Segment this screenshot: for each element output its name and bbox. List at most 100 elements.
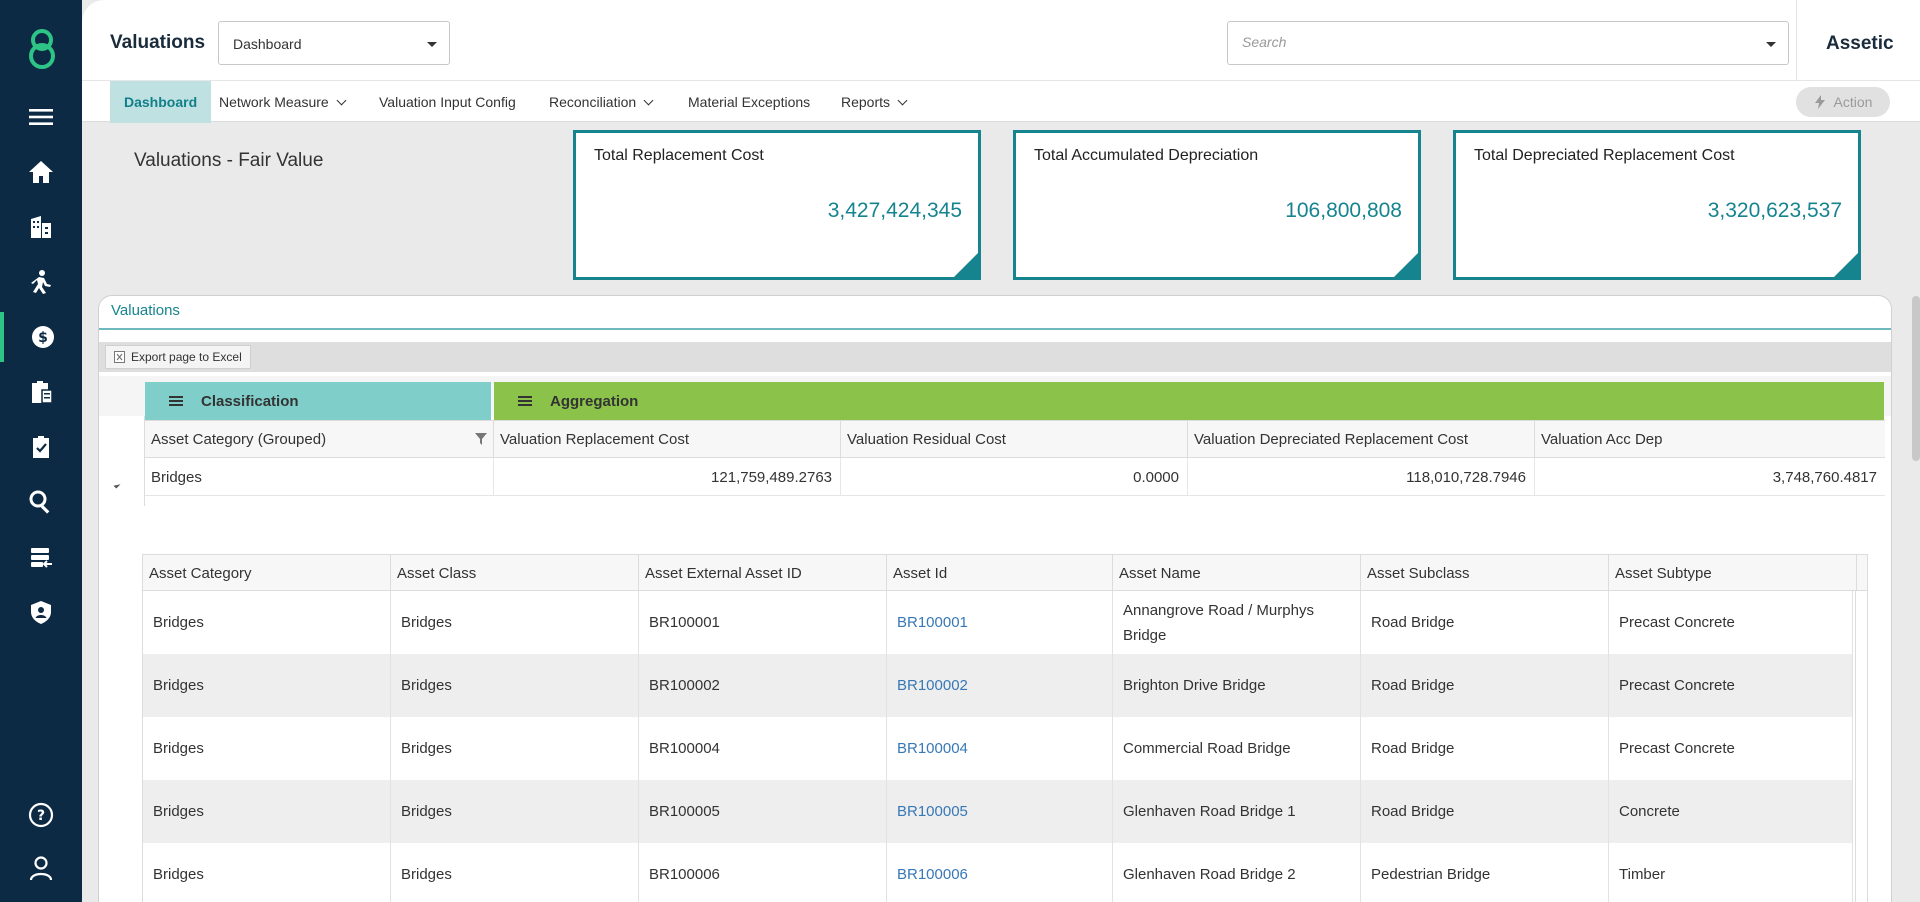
column-label: Valuation Replacement Cost <box>500 430 689 448</box>
checklist-icon[interactable] <box>0 422 82 472</box>
corner-triangle-icon <box>1834 253 1858 277</box>
col-asset-name[interactable]: Asset Name <box>1113 555 1361 591</box>
cell-asset-subtype: Precast Concrete <box>1609 654 1853 717</box>
valuation-icon[interactable]: $ <box>0 312 82 362</box>
classification-label: Classification <box>201 392 299 410</box>
page-scrollbar[interactable] <box>1912 296 1920 461</box>
nav-valuation-input-config-label: Valuation Input Config <box>379 94 516 110</box>
column-label: Valuation Depreciated Replacement Cost <box>1194 430 1469 448</box>
action-button[interactable]: Action <box>1796 87 1890 117</box>
svg-text:?: ? <box>37 808 45 824</box>
logo-icon[interactable] <box>22 26 62 70</box>
menu-icon[interactable] <box>0 92 82 142</box>
nav-valuation-input-config[interactable]: Valuation Input Config <box>379 81 516 123</box>
hamburger-icon[interactable] <box>169 396 183 406</box>
agg-cell-depreciated-replacement-cost: 118,010,728.7946 <box>1188 458 1535 496</box>
col-asset-id[interactable]: Asset Id <box>887 555 1113 591</box>
table-row[interactable]: Bridges Bridges BR100006 BR100006 Glenha… <box>143 843 1853 902</box>
cell-asset-category: Bridges <box>143 843 391 902</box>
import-icon[interactable] <box>0 532 82 582</box>
nav-material-exceptions[interactable]: Material Exceptions <box>688 81 810 123</box>
cell-asset-subtype: Precast Concrete <box>1609 591 1853 654</box>
clipboard-icon[interactable] <box>0 367 82 417</box>
classification-group-header[interactable]: Classification <box>145 382 491 420</box>
col-asset-subtype[interactable]: Asset Subtype <box>1609 555 1857 591</box>
agg-cell-category: Bridges <box>145 458 494 496</box>
col-asset-external-id[interactable]: Asset External Asset ID <box>639 555 887 591</box>
grid-expander-column <box>99 376 145 506</box>
chevron-down-icon <box>897 95 908 105</box>
nav-reports[interactable]: Reports <box>841 81 908 123</box>
cell-asset-class: Bridges <box>391 717 639 780</box>
agg-cell-acc-dep: 3,748,760.4817 <box>1772 468 1877 486</box>
asset-id-link[interactable]: BR100004 <box>887 717 1113 780</box>
col-asset-class[interactable]: Asset Class <box>391 555 639 591</box>
dashboard-select[interactable]: Dashboard <box>218 21 450 65</box>
asset-id-link[interactable]: BR100002 <box>887 654 1113 717</box>
user-icon[interactable] <box>0 843 82 893</box>
export-excel-button[interactable]: Export page to Excel <box>105 345 251 369</box>
kpi-value: 3,427,424,345 <box>827 199 962 222</box>
table-row[interactable]: Bridges Bridges BR100002 BR100002 Bright… <box>143 654 1853 717</box>
caret-down-icon[interactable] <box>1766 42 1776 47</box>
main-content: Valuations Dashboard Assetic Dashboard N… <box>82 0 1920 902</box>
table-row[interactable]: Bridges Bridges BR100005 BR100005 Glenha… <box>143 780 1853 843</box>
kpi-value: 3,320,623,537 <box>1707 199 1842 222</box>
aggregation-label: Aggregation <box>550 392 639 410</box>
table-row[interactable]: Bridges Bridges BR100004 BR100004 Commer… <box>143 717 1853 780</box>
table-row[interactable]: Bridges Bridges BR100001 BR100001 Annang… <box>143 591 1853 654</box>
shield-user-icon[interactable] <box>0 587 82 637</box>
search-box[interactable] <box>1227 21 1789 65</box>
aggregation-group-header[interactable]: Aggregation <box>494 382 1884 420</box>
worker-icon[interactable] <box>0 257 82 307</box>
cell-asset-class: Bridges <box>391 780 639 843</box>
col-valuation-replacement-cost[interactable]: Valuation Replacement Cost <box>494 421 841 457</box>
cell-asset-category: Bridges <box>143 780 391 843</box>
asset-id-link[interactable]: BR100001 <box>887 591 1113 654</box>
help-icon[interactable]: ? <box>0 790 82 840</box>
nav-network-measure[interactable]: Network Measure <box>219 81 347 123</box>
caret-down-icon <box>427 42 437 47</box>
col-valuation-depreciated-replacement-cost[interactable]: Valuation Depreciated Replacement Cost <box>1188 421 1535 457</box>
brand-name: Assetic <box>1826 33 1894 54</box>
nav-bar: Dashboard Network Measure Valuation Inpu… <box>82 80 1920 123</box>
cell-asset-subclass: Road Bridge <box>1361 780 1609 843</box>
col-asset-category-grouped[interactable]: Asset Category (Grouped) <box>145 421 494 457</box>
col-asset-category[interactable]: Asset Category <box>143 555 391 591</box>
search-input[interactable] <box>1242 34 1742 50</box>
nav-reconciliation[interactable]: Reconciliation <box>549 81 654 123</box>
corner-triangle-icon <box>1394 253 1418 277</box>
cell-asset-category: Bridges <box>143 654 391 717</box>
detail-table: Asset Category Asset Class Asset Externa… <box>142 554 1868 902</box>
hamburger-icon[interactable] <box>518 396 532 406</box>
search-icon[interactable] <box>0 477 82 527</box>
asset-id-link[interactable]: BR100005 <box>887 780 1113 843</box>
kpi-total-depreciated-replacement-cost[interactable]: Total Depreciated Replacement Cost 3,320… <box>1453 130 1861 280</box>
building-icon[interactable] <box>0 202 82 252</box>
home-icon[interactable] <box>0 147 82 197</box>
nav-dashboard[interactable]: Dashboard <box>110 81 212 123</box>
svg-text:$: $ <box>38 330 48 346</box>
col-asset-subclass[interactable]: Asset Subclass <box>1361 555 1609 591</box>
cell-asset-category: Bridges <box>143 717 391 780</box>
column-label: Asset Category (Grouped) <box>151 430 327 448</box>
cell-asset-name: Brighton Drive Bridge <box>1113 654 1361 717</box>
cell-asset-external-id: BR100005 <box>639 780 887 843</box>
kpi-total-replacement-cost[interactable]: Total Replacement Cost 3,427,424,345 <box>573 130 981 280</box>
asset-id-link[interactable]: BR100006 <box>887 843 1113 902</box>
kpi-value: 106,800,808 <box>1285 199 1402 222</box>
filter-icon[interactable] <box>475 433 487 445</box>
col-valuation-acc-dep[interactable]: Valuation Acc Dep <box>1535 421 1885 457</box>
table-row[interactable]: Bridges 121,759,489.2763 0.0000 118,010,… <box>145 458 1885 496</box>
cell-asset-name: Glenhaven Road Bridge 1 <box>1113 780 1361 843</box>
cell-asset-class: Bridges <box>391 843 639 902</box>
detail-scrollbar[interactable] <box>1855 591 1865 902</box>
cell-asset-external-id: BR100004 <box>639 717 887 780</box>
column-label: Valuation Residual Cost <box>847 430 1006 448</box>
dashboard-select-value: Dashboard <box>233 36 302 52</box>
kpi-total-accumulated-depreciation[interactable]: Total Accumulated Depreciation 106,800,8… <box>1013 130 1421 280</box>
top-bar: Valuations Dashboard Assetic <box>82 0 1920 80</box>
cell-asset-subclass: Pedestrian Bridge <box>1361 843 1609 902</box>
col-valuation-residual-cost[interactable]: Valuation Residual Cost <box>841 421 1188 457</box>
kpi-title: Total Replacement Cost <box>594 147 764 164</box>
